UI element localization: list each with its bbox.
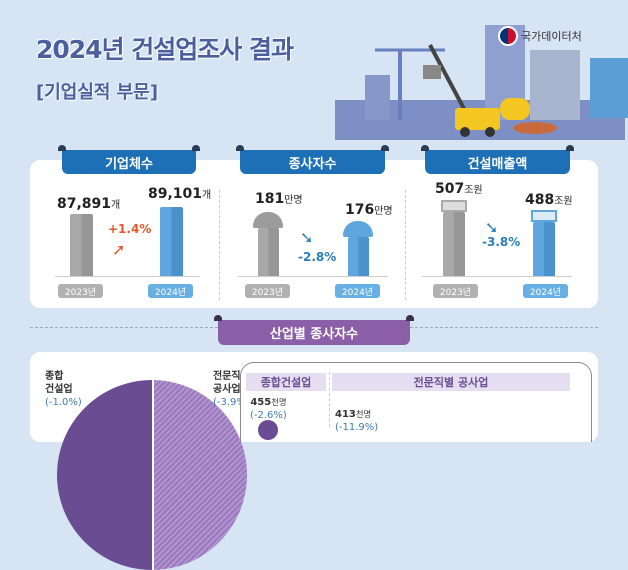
money-icon bbox=[441, 200, 467, 212]
arrow-down-icon: ➘ bbox=[300, 228, 314, 247]
summary-card bbox=[30, 160, 598, 308]
page-title: 2024년 건설업조사 결과 bbox=[36, 35, 294, 64]
year-2023: 2023년 bbox=[245, 284, 290, 298]
taegeuk-icon bbox=[498, 26, 518, 46]
bar-2023 bbox=[258, 228, 279, 276]
bar-2024 bbox=[160, 207, 183, 276]
detail-general: 455천명 (-2.6%) bbox=[250, 397, 287, 421]
ribbon-sales: 건설매출액 bbox=[421, 145, 574, 174]
tab-special: 전문직별 공사업 bbox=[332, 373, 570, 391]
bar-2023 bbox=[443, 212, 465, 276]
agency-logo: 국가데이터처 bbox=[498, 26, 582, 46]
baseline bbox=[238, 276, 388, 277]
bar-2024 bbox=[348, 237, 369, 276]
helmet-icon bbox=[343, 221, 373, 237]
divider bbox=[219, 190, 220, 300]
year-2024: 2024년 bbox=[523, 284, 568, 298]
change-rate: -2.8% bbox=[298, 250, 337, 264]
marker-general bbox=[258, 420, 278, 440]
page-subtitle: [기업실적 부문] bbox=[36, 82, 159, 103]
label-general: 종합 건설업 (-1.0%) bbox=[45, 371, 82, 408]
value-2024: 89,101개 bbox=[148, 186, 212, 202]
year-2024: 2024년 bbox=[335, 284, 380, 298]
year-2024: 2024년 bbox=[148, 284, 193, 298]
construction-illustration bbox=[335, 25, 628, 140]
arrow-up-icon: ➚ bbox=[112, 240, 126, 259]
divider bbox=[405, 190, 406, 300]
agency-name: 국가데이터처 bbox=[521, 30, 582, 43]
bar-2024 bbox=[533, 222, 555, 276]
money-icon bbox=[531, 210, 557, 222]
arrow-down-icon: ➘ bbox=[485, 218, 499, 237]
ribbon-companies: 기업체수 bbox=[58, 145, 200, 174]
label-special: 전문직별 공사업 (-3.9%) bbox=[213, 371, 250, 408]
year-2023: 2023년 bbox=[58, 284, 103, 298]
year-2023: 2023년 bbox=[433, 284, 478, 298]
detail-special: 413천명 (-11.9%) bbox=[335, 409, 379, 433]
bar-2023 bbox=[70, 214, 93, 276]
baseline bbox=[55, 276, 200, 277]
change-rate: +1.4% bbox=[108, 222, 152, 236]
change-rate: -3.8% bbox=[482, 235, 521, 249]
tab-general: 종합건설업 bbox=[246, 373, 326, 391]
ribbon-employees: 종사자수 bbox=[236, 145, 389, 174]
ribbon-industry: 산업별 종사자수 bbox=[214, 315, 414, 345]
value-2023: 87,891개 bbox=[57, 196, 121, 212]
divider bbox=[329, 372, 330, 427]
baseline bbox=[422, 276, 572, 277]
helmet-icon bbox=[253, 212, 283, 228]
